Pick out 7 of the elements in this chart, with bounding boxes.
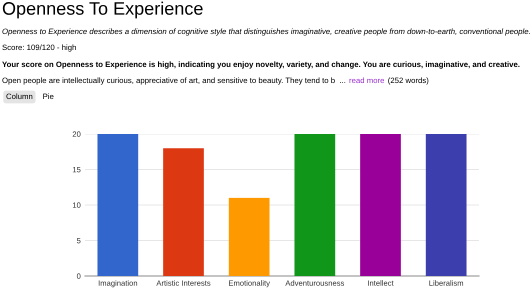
bar <box>97 134 138 276</box>
bar <box>360 134 401 276</box>
bar <box>426 134 467 276</box>
bar <box>228 198 270 276</box>
bar <box>163 148 204 276</box>
bar <box>294 134 336 276</box>
chart-title: Openness To Experience <box>2 2 203 18</box>
